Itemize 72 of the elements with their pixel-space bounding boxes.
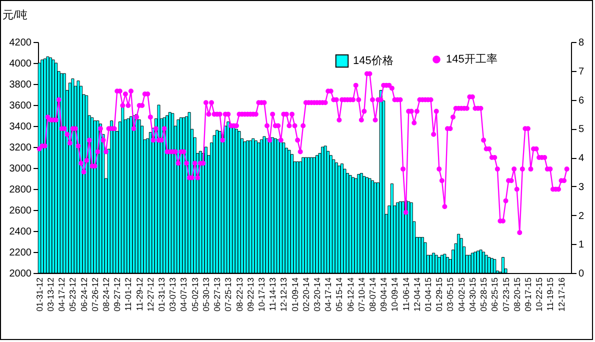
- x-tick-label: 03-20-14: [312, 277, 322, 312]
- x-tick-label: 12-04-14: [412, 277, 422, 312]
- x-tick-label: 07-25-13: [223, 277, 234, 312]
- x-tick-label: 01-31-13: [156, 277, 167, 312]
- y2-tick-label: 7: [578, 66, 584, 78]
- y2-tick-label: 5: [578, 124, 584, 136]
- x-tick-label: 11-06-14: [400, 277, 411, 311]
- y2-tick-label: 3: [578, 182, 584, 193]
- x-tick-label: 12-17-16: [556, 277, 566, 312]
- x-tick-label: 04-17-14: [323, 277, 334, 312]
- x-tick-label: 03-07-13: [168, 277, 178, 312]
- y2-tick-label: 0: [578, 268, 584, 280]
- x-tick-label: 11-14-13: [268, 277, 278, 311]
- x-tick-label: 04-02-15: [456, 277, 466, 312]
- legend-label: 145价格: [353, 55, 394, 67]
- x-tick-label: 01-04-15: [423, 277, 434, 312]
- x-tick-label: 08-22-13: [234, 277, 244, 312]
- x-tick-label: 04-07-13: [178, 277, 189, 312]
- y-tick-label: 3400: [9, 122, 32, 132]
- legend-label: 145开工率: [446, 52, 498, 66]
- x-tick-label: 05-28-15: [478, 277, 489, 312]
- x-tick-label: 07-10-14: [356, 277, 366, 312]
- x-tick-label: 06-27-13: [212, 277, 222, 312]
- y-axis-title: 元/吨: [2, 8, 28, 22]
- x-tick-label: 07-23-15: [500, 277, 511, 312]
- x-tick-label: 03-13-12: [45, 277, 56, 312]
- y-tick-label: 4000: [9, 58, 32, 70]
- x-tick-label: 06-25-15: [490, 277, 500, 312]
- x-tick-label: 10-17-13: [256, 277, 266, 312]
- x-tick-label: 02-20-14: [300, 277, 311, 312]
- y2-tick-label: 8: [578, 38, 584, 48]
- x-tick-label: 05-15-14: [334, 277, 344, 312]
- x-tick-label: 04-30-15: [467, 277, 478, 312]
- y-tick-label: 3000: [9, 164, 32, 174]
- x-tick-label: 11-29-12: [134, 277, 144, 311]
- x-tick-label: 08-24-12: [101, 277, 112, 312]
- y-tick-label: 2000: [9, 268, 32, 280]
- x-tick-label: 10-09-14: [390, 277, 400, 312]
- y2-tick-label: 1: [578, 240, 584, 251]
- x-tick-label: 01-29-15: [434, 277, 444, 312]
- x-tick-label: 12-12-13: [278, 277, 289, 312]
- y2-tick-label: 4: [578, 153, 584, 164]
- x-tick-label: 11-01-12: [123, 277, 134, 311]
- y-tick-label: 2600: [9, 206, 32, 216]
- x-tick-label: 03-05-15: [445, 277, 456, 312]
- x-tick-label: 09-22-13: [245, 277, 256, 312]
- y2-tick-label: 2: [578, 210, 584, 222]
- x-tick-label: 09-17-15: [522, 277, 533, 312]
- y-tick-label: 2400: [9, 226, 32, 238]
- y-tick-label: 3800: [9, 80, 32, 90]
- x-tick-label: 08-07-14: [368, 277, 378, 312]
- y-tick-label: 3200: [9, 142, 32, 154]
- x-tick-label: 04-17-12: [56, 277, 67, 312]
- x-tick-label: 12-27-12: [145, 277, 156, 312]
- y-tick-label: 4200: [9, 38, 32, 48]
- x-tick-label: 05-30-13: [200, 277, 211, 312]
- x-tick-label: 09-27-12: [112, 277, 122, 312]
- x-tick-label: 06-24-12: [78, 277, 89, 312]
- y2-tick-label: 6: [578, 95, 584, 106]
- x-tick-label: 07-26-12: [90, 277, 100, 312]
- x-tick-label: 01-31-12: [34, 277, 44, 312]
- x-tick-label: 01-09-14: [290, 277, 300, 312]
- x-tick-label: 08-20-15: [512, 277, 522, 312]
- x-tick-label: 09-04-14: [378, 277, 389, 312]
- x-tick-label: 05-23-12: [68, 277, 78, 312]
- x-tick-label: 11-19-15: [545, 277, 556, 311]
- y-tick-label: 3600: [9, 100, 32, 112]
- x-tick-label: 06-12-14: [345, 277, 356, 312]
- x-tick-label: 10-22-15: [534, 277, 544, 312]
- y-tick-label: 2200: [9, 248, 32, 258]
- y-tick-label: 2800: [9, 184, 32, 196]
- x-tick-label: 05-02-13: [190, 277, 200, 312]
